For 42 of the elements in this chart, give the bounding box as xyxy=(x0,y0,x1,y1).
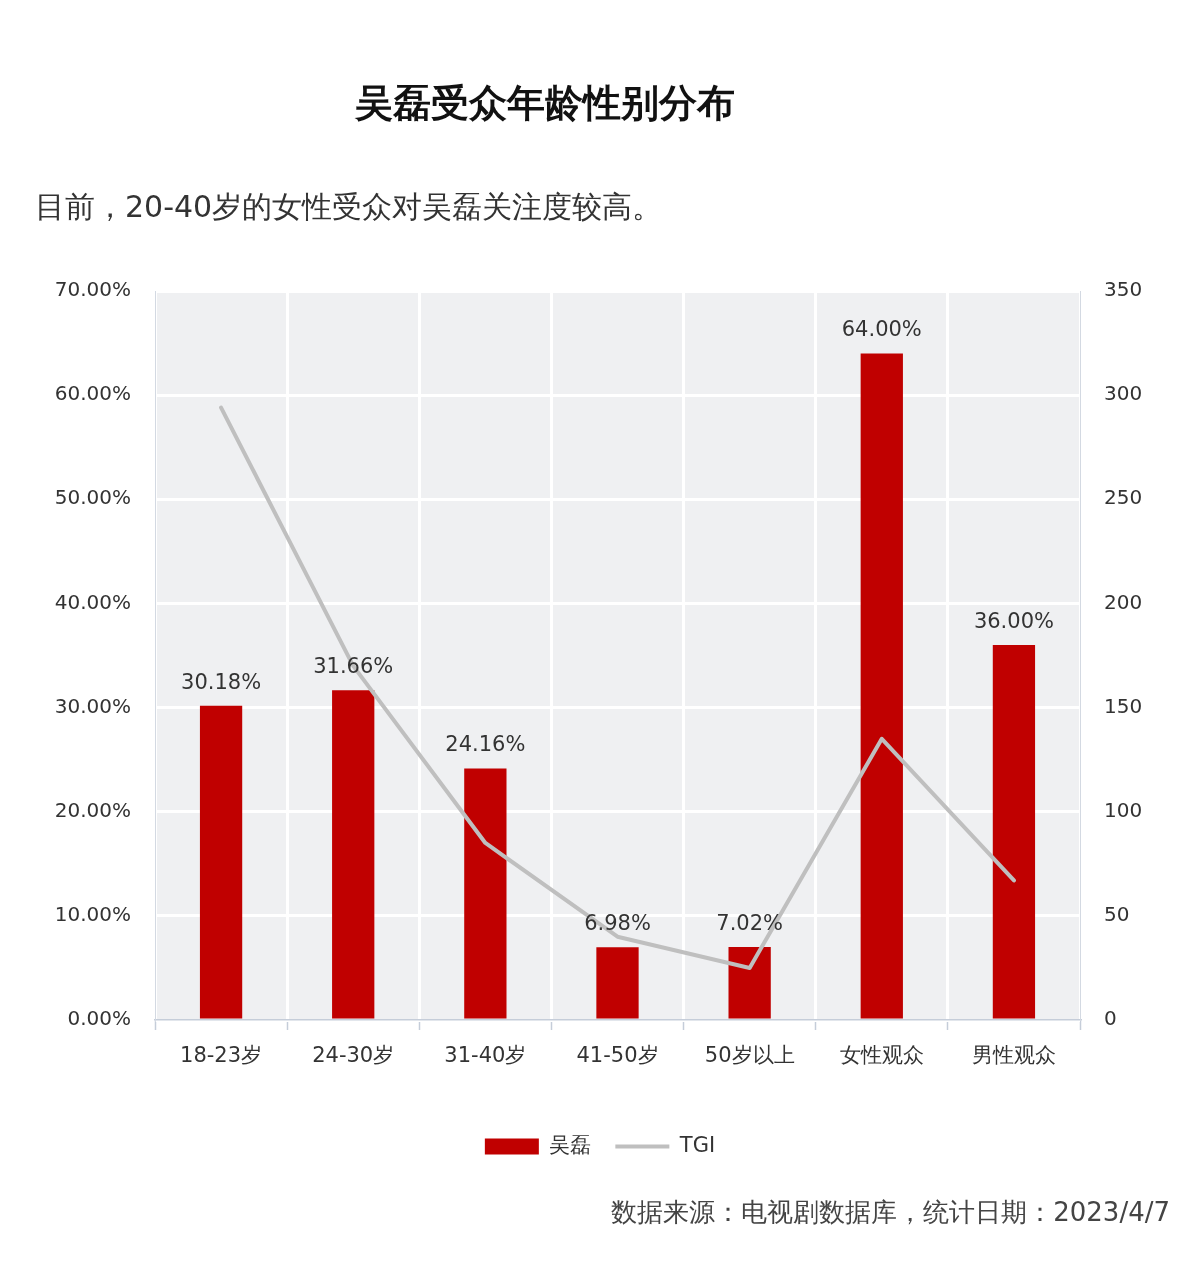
x-tick-label: 41-50岁 xyxy=(576,1043,659,1068)
data-label: 7.02% xyxy=(716,910,783,935)
bar xyxy=(992,645,1036,1019)
bar xyxy=(464,768,507,1019)
x-tick-label: 女性观众 xyxy=(839,1043,924,1068)
y2-tick-label: 350 xyxy=(1104,277,1143,302)
y-tick-label: 60.00% xyxy=(54,381,131,406)
bar xyxy=(596,947,639,1019)
y-tick-label: 30.00% xyxy=(54,693,131,718)
chart-subtitle: 目前，20-40岁的女性受众对吴磊关注度较高。 xyxy=(35,188,663,226)
y2-tick-label: 250 xyxy=(1104,485,1143,510)
x-tick-label: 24-30岁 xyxy=(312,1043,395,1068)
y-tick-label: 70.00% xyxy=(54,277,131,302)
bar xyxy=(728,946,771,1019)
y-tick-label: 0.00% xyxy=(67,1006,131,1031)
bar xyxy=(332,690,375,1019)
data-label: 31.66% xyxy=(313,654,394,679)
legend-label: TGI xyxy=(678,1132,716,1157)
y-tick-label: 40.00% xyxy=(54,589,131,614)
data-label: 24.16% xyxy=(445,732,526,757)
x-tick-label: 18-23岁 xyxy=(180,1043,263,1068)
y-tick-label: 10.00% xyxy=(54,902,131,927)
y2-tick-label: 50 xyxy=(1104,902,1130,927)
y2-tick-label: 0 xyxy=(1104,1006,1117,1031)
data-label: 64.00% xyxy=(841,317,922,342)
y2-tick-label: 150 xyxy=(1104,693,1143,718)
bar xyxy=(199,705,243,1019)
y-tick-label: 50.00% xyxy=(54,485,131,510)
data-label: 6.98% xyxy=(584,911,651,936)
data-label: 36.00% xyxy=(973,609,1054,634)
chart-title: 吴磊受众年龄性别分布 xyxy=(354,80,736,127)
x-tick-label: 男性观众 xyxy=(971,1043,1056,1068)
bar xyxy=(860,353,903,1019)
data-label: 30.18% xyxy=(181,669,262,694)
legend-label: 吴磊 xyxy=(549,1132,592,1157)
x-tick-label: 50岁以上 xyxy=(704,1043,795,1068)
source-note: 数据来源：电视剧数据库，统计日期：2023/4/7 xyxy=(611,1196,1170,1229)
x-tick-label: 31-40岁 xyxy=(444,1043,527,1068)
y-tick-label: 20.00% xyxy=(54,797,131,822)
y2-tick-label: 100 xyxy=(1104,797,1143,822)
y2-tick-label: 300 xyxy=(1104,381,1143,406)
y2-tick-label: 200 xyxy=(1104,589,1143,614)
